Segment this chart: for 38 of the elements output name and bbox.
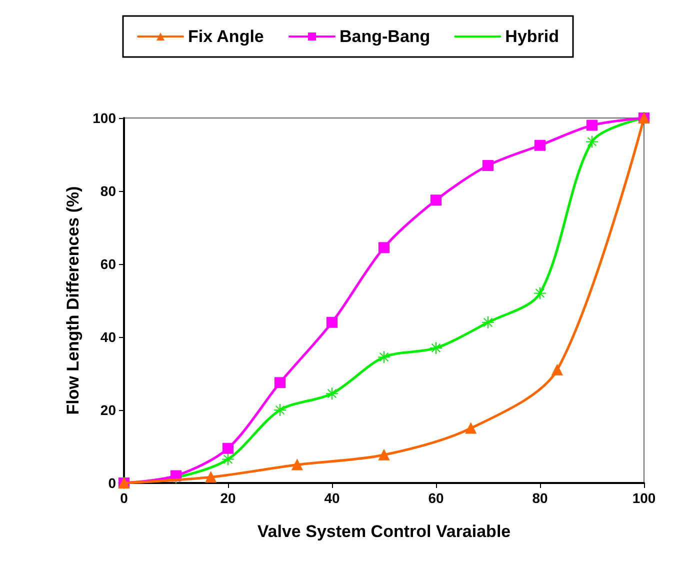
point — [378, 449, 390, 460]
point — [326, 316, 338, 328]
point — [586, 120, 598, 131]
point — [465, 422, 476, 434]
point — [534, 140, 546, 151]
y-tick-label: 60 — [100, 256, 116, 272]
y-tick-label: 40 — [100, 329, 116, 345]
x-tick-label: 20 — [220, 490, 236, 506]
point — [292, 459, 303, 470]
point — [586, 135, 598, 148]
point — [222, 452, 234, 466]
point — [274, 404, 286, 416]
point — [222, 442, 234, 454]
point — [482, 316, 494, 329]
y-tick-label: 0 — [108, 475, 116, 491]
point — [482, 160, 494, 171]
point — [326, 387, 338, 400]
legend-label: Fix Angle — [188, 27, 264, 46]
point — [534, 286, 546, 300]
legend-label: Hybrid — [505, 27, 560, 46]
x-tick-label: 100 — [632, 490, 656, 506]
x-tick-label: 40 — [324, 490, 340, 506]
y-tick-label: 80 — [100, 183, 116, 199]
point — [378, 350, 390, 364]
point — [378, 242, 390, 254]
x-tick-label: 60 — [428, 490, 444, 506]
x-tick-label: 0 — [120, 490, 128, 506]
point — [274, 377, 286, 388]
point — [205, 472, 216, 483]
y-tick-label: 100 — [92, 110, 116, 126]
point — [552, 364, 563, 376]
y-axis-title: Flow Length Differences (%) — [64, 186, 83, 415]
y-tick-label: 20 — [100, 402, 116, 418]
legend-label: Bang-Bang — [340, 27, 430, 46]
x-tick-label: 80 — [532, 490, 548, 506]
x-axis-title: Valve System Control Varaiable — [257, 522, 511, 541]
point — [430, 194, 442, 206]
point — [430, 341, 442, 354]
